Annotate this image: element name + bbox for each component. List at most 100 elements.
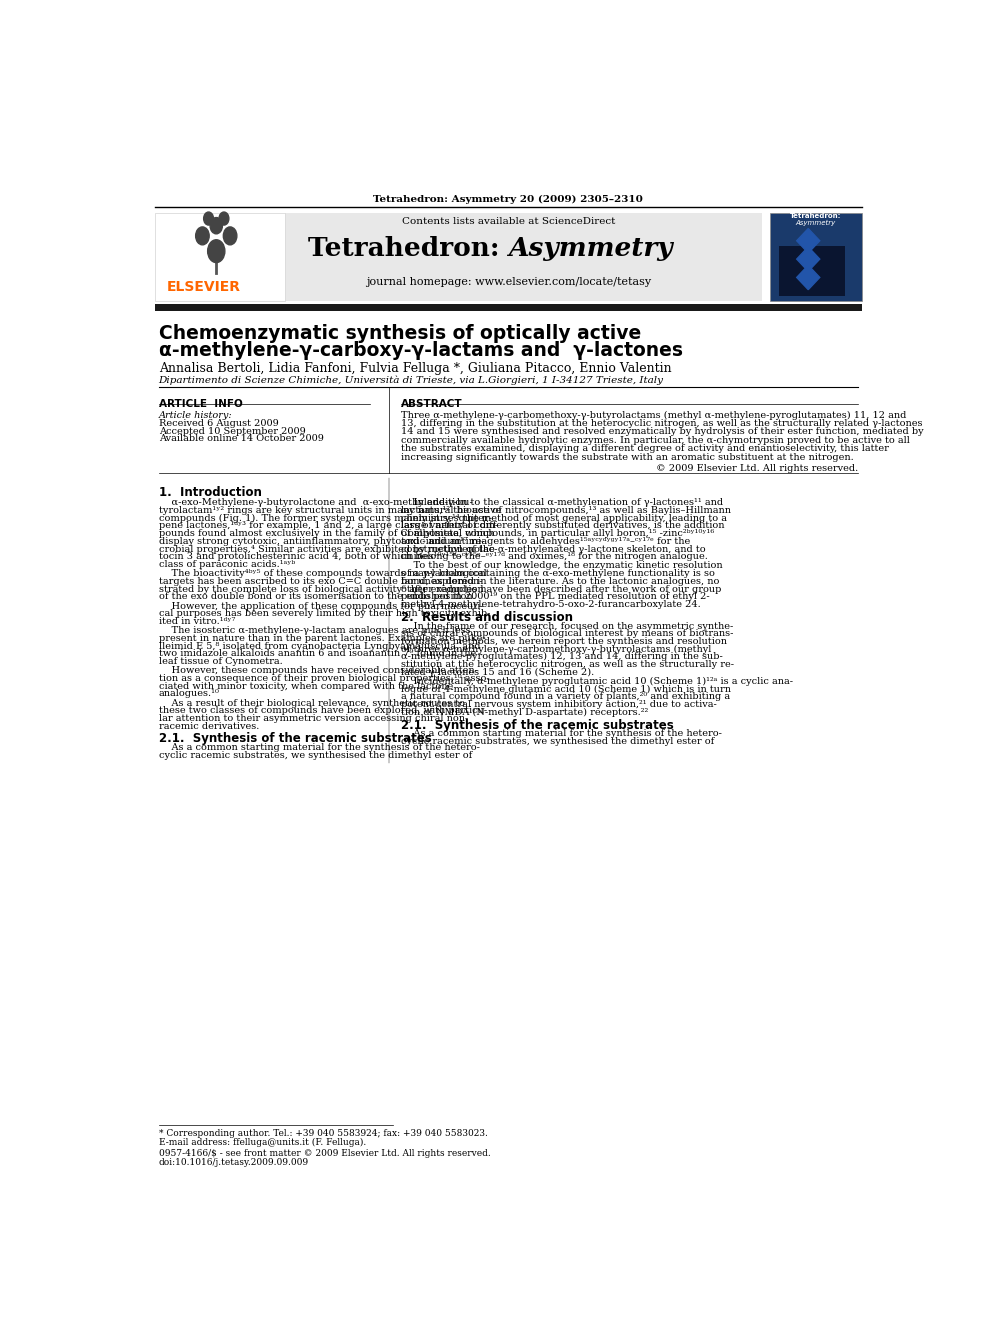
Text: racemic derivatives.: racemic derivatives. <box>159 721 259 730</box>
Text: of three α-methylene-γ-carbomethoxy-γ-butyrolactams (methyl: of three α-methylene-γ-carbomethoxy-γ-bu… <box>401 644 711 654</box>
Text: large variety of differently substituted derivatives, is the addition: large variety of differently substituted… <box>401 521 724 531</box>
FancyBboxPatch shape <box>155 213 286 302</box>
Text: 2.  Results and discussion: 2. Results and discussion <box>401 611 572 623</box>
Text: lar attention to their asymmetric version accessing chiral non-: lar attention to their asymmetric versio… <box>159 714 468 722</box>
Polygon shape <box>797 247 819 271</box>
Text: To the best of our knowledge, the enzymatic kinetic resolution: To the best of our knowledge, the enzyma… <box>401 561 722 570</box>
Text: Asymmetry: Asymmetry <box>796 221 836 226</box>
Text: journal homepage: www.elsevier.com/locate/tetasy: journal homepage: www.elsevier.com/locat… <box>366 277 651 287</box>
Text: As a common starting material for the synthesis of the hetero-: As a common starting material for the sy… <box>401 729 721 738</box>
Text: tion as a consequence of their proven biological properties,¹⁰ asso-: tion as a consequence of their proven bi… <box>159 673 489 683</box>
Circle shape <box>203 212 213 225</box>
Text: doi:10.1016/j.tetasy.2009.09.009: doi:10.1016/j.tetasy.2009.09.009 <box>159 1158 309 1167</box>
Text: Contents lists available at ScienceDirect: Contents lists available at ScienceDirec… <box>402 217 615 226</box>
Circle shape <box>223 228 237 245</box>
Text: As a result of their biological relevance, synthetic routes to: As a result of their biological relevanc… <box>159 699 464 708</box>
Text: Incidentally, α-methylene pyroglutamic acid 10 (Scheme 1)¹²ᵃ is a cyclic ana-: Incidentally, α-methylene pyroglutamic a… <box>401 677 793 687</box>
Text: of the exo double bond or its isomerisation to the endo position.: of the exo double bond or its isomerisat… <box>159 593 475 601</box>
Text: lactams,¹² the use of nitrocompounds,¹³ as well as Baylis–Hillmann: lactams,¹² the use of nitrocompounds,¹³ … <box>401 505 731 515</box>
Text: these two classes of compounds have been explored, with particu-: these two classes of compounds have been… <box>159 706 487 716</box>
Polygon shape <box>797 265 819 290</box>
Text: cyclic racemic substrates, we synthesised the dimethyl ester of: cyclic racemic substrates, we synthesise… <box>401 737 714 746</box>
Text: Asymmetry: Asymmetry <box>509 235 673 261</box>
Text: potent central nervous system inhibitory action,²¹ due to activa-: potent central nervous system inhibitory… <box>401 700 716 709</box>
Text: cal purposes has been severely limited by their high toxicity exhib-: cal purposes has been severely limited b… <box>159 609 490 618</box>
Text: leaf tissue of Cynometra.: leaf tissue of Cynometra. <box>159 658 283 665</box>
Text: 2.1.  Synthesis of the racemic substrates: 2.1. Synthesis of the racemic substrates <box>401 718 674 732</box>
Text: © 2009 Elsevier Ltd. All rights reserved.: © 2009 Elsevier Ltd. All rights reserved… <box>656 463 858 472</box>
Text: other examples have been described after the work of our group: other examples have been described after… <box>401 585 721 594</box>
Text: commercially available hydrolytic enzymes. In particular, the α-chymotrypsin pro: commercially available hydrolytic enzyme… <box>401 437 910 445</box>
Text: two imidazole alkaloids anantin 6 and isoanantin 7⁹ found in the: two imidazole alkaloids anantin 6 and is… <box>159 650 476 659</box>
Text: 1.  Introduction: 1. Introduction <box>159 486 262 499</box>
Text: lleimid E 5,⁸ isolated from cyanobacteria Lyngbyamajuscula, and: lleimid E 5,⁸ isolated from cyanobacteri… <box>159 642 480 651</box>
Text: display strong cytotoxic, antiinflammatory, phytotoxic and antimi-: display strong cytotoxic, antiinflammato… <box>159 537 484 546</box>
Circle shape <box>210 217 222 234</box>
Text: class of paraconic acids.¹ᵃʸᵇ: class of paraconic acids.¹ᵃʸᵇ <box>159 560 295 569</box>
Text: Received 6 August 2009: Received 6 August 2009 <box>159 419 279 429</box>
Text: methyl-4-methylene-tetrahydro-5-oxo-2-furancarboxylate 24.: methyl-4-methylene-tetrahydro-5-oxo-2-fu… <box>401 599 700 609</box>
Text: ABSTRACT: ABSTRACT <box>401 400 462 409</box>
Text: of allylmetal compounds, in particular allyl boron,¹⁵ -zinc²ᵇʸ¹⁰ʸ¹⁶: of allylmetal compounds, in particular a… <box>401 529 714 538</box>
Text: 13, differing in the substitution at the heterocyclic nitrogen, as well as the s: 13, differing in the substitution at the… <box>401 419 923 429</box>
Text: a natural compound found in a variety of plants,²⁰ and exhibiting a: a natural compound found in a variety of… <box>401 692 730 701</box>
Text: Tetrahedron:: Tetrahedron: <box>308 235 509 261</box>
Text: ELSEVIER: ELSEVIER <box>167 280 240 295</box>
FancyBboxPatch shape <box>779 246 845 296</box>
Text: Chemoenzymatic synthesis of optically active: Chemoenzymatic synthesis of optically ac… <box>159 324 641 343</box>
Text: Article history:: Article history: <box>159 410 232 419</box>
Text: As a common starting material for the synthesis of the hetero-: As a common starting material for the sy… <box>159 744 479 753</box>
Text: tyrolactam¹ʸ² rings are key structural units in many natural bioactive: tyrolactam¹ʸ² rings are key structural u… <box>159 505 501 515</box>
Text: chemistry,¹⁴ the method of most general applicability, leading to a: chemistry,¹⁴ the method of most general … <box>401 513 727 523</box>
Text: crobial properties.⁴ Similar activities are exhibited by methylenolac-: crobial properties.⁴ Similar activities … <box>159 545 497 553</box>
Text: However, the application of these compounds for pharmaceuti-: However, the application of these compou… <box>159 602 483 610</box>
Text: increasing significantly towards the substrate with an aromatic substituent at t: increasing significantly towards the sub… <box>401 452 853 462</box>
Circle shape <box>195 228 209 245</box>
Text: * Corresponding author. Tel.: +39 040 5583924; fax: +39 040 5583023.: * Corresponding author. Tel.: +39 040 55… <box>159 1129 487 1138</box>
Text: tion of NMDA (N-methyl D-aspartate) receptors.²²: tion of NMDA (N-methyl D-aspartate) rece… <box>401 708 648 717</box>
Text: α-methylene-γ-carboxy-γ-lactams and  γ-lactones: α-methylene-γ-carboxy-γ-lactams and γ-la… <box>159 341 682 360</box>
Text: cyclic racemic substrates, we synthesised the dimethyl ester of: cyclic racemic substrates, we synthesise… <box>159 751 472 759</box>
Text: α-exo-Methylene-γ-butyrolactone and  α-exo-methylene-γ-bu-: α-exo-Methylene-γ-butyrolactone and α-ex… <box>159 499 472 507</box>
Text: compounds (Fig. 1). The former system occurs mainly in sesquiter-: compounds (Fig. 1). The former system oc… <box>159 513 491 523</box>
Text: present in nature than in the parent lactones. Examples are puke-: present in nature than in the parent lac… <box>159 634 485 643</box>
FancyBboxPatch shape <box>155 304 862 311</box>
Text: 2.1.  Synthesis of the racemic substrates: 2.1. Synthesis of the racemic substrates <box>159 733 432 745</box>
Text: α-methylene-pyroglutamates) 12, 13 and 14, differing in the sub-: α-methylene-pyroglutamates) 12, 13 and 1… <box>401 652 722 662</box>
Text: formation methods, we herein report the synthesis and resolution: formation methods, we herein report the … <box>401 636 727 646</box>
Text: ited in vitro.¹ᵈʸ⁷: ited in vitro.¹ᵈʸ⁷ <box>159 617 235 626</box>
Text: However, these compounds have received considerable atten-: However, these compounds have received c… <box>159 667 477 675</box>
Text: of a γ-lactam containing the α-exo-methylene functionality is so: of a γ-lactam containing the α-exo-methy… <box>401 569 714 578</box>
FancyBboxPatch shape <box>770 213 862 302</box>
Text: lated γ-lactones 15 and 16 (Scheme 2).: lated γ-lactones 15 and 16 (Scheme 2). <box>401 668 594 677</box>
Text: published in 2000¹⁹ on the PPL mediated resolution of ethyl 2-: published in 2000¹⁹ on the PPL mediated … <box>401 593 709 601</box>
Text: tocin 3 and protolichesterinic acid 4, both of which belong to the: tocin 3 and protolichesterinic acid 4, b… <box>159 552 480 561</box>
Text: Available online 14 October 2009: Available online 14 October 2009 <box>159 434 323 443</box>
Text: Three α-methylene-γ-carbomethoxy-γ-butyrolactams (methyl α-methylene-pyroglutama: Three α-methylene-γ-carbomethoxy-γ-butyr… <box>401 410 906 419</box>
Text: far unexplored in the literature. As to the lactonic analogues, no: far unexplored in the literature. As to … <box>401 577 719 586</box>
Text: Dipartimento di Scienze Chimiche, Università di Trieste, via L.Giorgieri, 1 I-34: Dipartimento di Scienze Chimiche, Univer… <box>159 376 664 385</box>
Text: Tetrahedron: Asymmetry 20 (2009) 2305–2310: Tetrahedron: Asymmetry 20 (2009) 2305–23… <box>373 194 644 204</box>
Text: sis of chiral compounds of biological interest by means of biotrans-: sis of chiral compounds of biological in… <box>401 630 733 638</box>
Text: construction of the α-methylenated γ-lactone skeleton, and to: construction of the α-methylenated γ-lac… <box>401 545 705 553</box>
Text: logue of 4-methylene glutamic acid 10 (Scheme 1) which is in turn: logue of 4-methylene glutamic acid 10 (S… <box>401 685 731 693</box>
Text: pene lactones,¹ᵈʸ³ for example, 1 and 2, a large class of natural com-: pene lactones,¹ᵈʸ³ for example, 1 and 2,… <box>159 521 498 531</box>
Text: The bioactivity⁴ᵇʸ⁵ of these compounds towards many biological: The bioactivity⁴ᵇʸ⁵ of these compounds t… <box>159 569 486 578</box>
Text: pounds found almost exclusively in the family of Compositae, which: pounds found almost exclusively in the f… <box>159 529 494 538</box>
Text: The isosteric α-methylene-γ-lactam analogues are much less: The isosteric α-methylene-γ-lactam analo… <box>159 626 470 635</box>
Text: In the frame of our research, focused on the asymmetric synthe-: In the frame of our research, focused on… <box>401 622 733 631</box>
Text: Annalisa Bertoli, Lidia Fanfoni, Fulvia Felluga *, Giuliana Pitacco, Ennio Valen: Annalisa Bertoli, Lidia Fanfoni, Fulvia … <box>159 363 672 374</box>
Text: imines¹⁰ʸ¹⁵ᵃ–ᶜʸ¹⁵ᵉ–ᵉʸ¹⁷ᵈ and oximes,¹⁸ for the nitrogen analogue.: imines¹⁰ʸ¹⁵ᵃ–ᶜʸ¹⁵ᵉ–ᵉʸ¹⁷ᵈ and oximes,¹⁸ f… <box>401 552 707 561</box>
Text: 0957-4166/$ - see front matter © 2009 Elsevier Ltd. All rights reserved.: 0957-4166/$ - see front matter © 2009 El… <box>159 1148 490 1158</box>
Text: ciated with minor toxicity, when compared with the lactone: ciated with minor toxicity, when compare… <box>159 681 452 691</box>
Text: In addition to the classical α-methylenation of γ-lactones¹¹ and: In addition to the classical α-methylena… <box>401 499 723 507</box>
FancyBboxPatch shape <box>286 213 762 302</box>
Text: and -indium¹⁷ reagents to aldehydes¹⁵ᵃʸᶜʸᵈʸᵍʸ¹⁷ᵃ–ᶜʸ¹⁷ᵉ for the: and -indium¹⁷ reagents to aldehydes¹⁵ᵃʸᶜ… <box>401 537 690 546</box>
Text: targets has been ascribed to its exo C=C double bond, as demon-: targets has been ascribed to its exo C=C… <box>159 577 482 586</box>
Text: E-mail address: ffelluga@units.it (F. Felluga).: E-mail address: ffelluga@units.it (F. Fe… <box>159 1138 366 1147</box>
Circle shape <box>207 239 225 262</box>
Polygon shape <box>797 229 819 253</box>
Circle shape <box>219 212 229 225</box>
Text: ARTICLE  INFO: ARTICLE INFO <box>159 400 242 409</box>
Text: Tetrahedron:: Tetrahedron: <box>791 213 841 218</box>
